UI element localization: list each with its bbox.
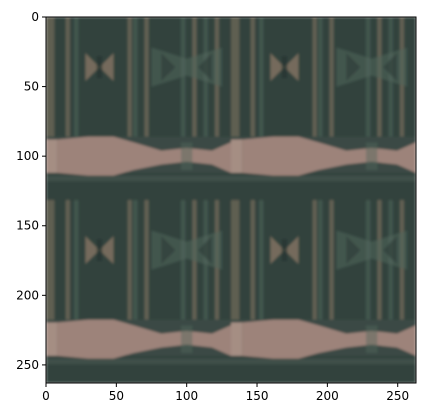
pattern-block xyxy=(231,139,243,173)
pattern-block xyxy=(318,200,323,320)
pattern-block xyxy=(65,200,70,320)
pattern-block xyxy=(259,200,264,320)
pattern-shape xyxy=(336,230,407,270)
x-tick-label: 50 xyxy=(109,389,124,403)
pattern-shape xyxy=(161,236,176,265)
pattern-block xyxy=(259,17,264,137)
pattern-shape xyxy=(242,136,416,176)
pattern-shape xyxy=(197,236,213,265)
pattern-shape xyxy=(336,47,407,87)
pattern-shape xyxy=(57,319,231,359)
pattern-block xyxy=(281,55,288,79)
pattern-shape xyxy=(382,53,398,82)
y-tick-label: 250 xyxy=(16,358,39,372)
pattern-shape xyxy=(197,53,213,82)
pattern-block xyxy=(329,200,334,320)
pattern-block xyxy=(74,17,79,137)
x-tick-label: 250 xyxy=(386,389,409,403)
pattern-block xyxy=(366,142,378,171)
pattern-block xyxy=(127,17,132,137)
pattern-block xyxy=(46,175,231,182)
y-tick-label: 50 xyxy=(24,80,39,94)
pattern-tile xyxy=(46,17,231,201)
pattern-shape xyxy=(161,53,176,82)
x-axis: 0 50 100 150 200 250 xyxy=(42,383,409,403)
x-tick-label: 0 xyxy=(42,389,50,403)
y-tick-label: 0 xyxy=(31,10,39,24)
x-tick-label: 200 xyxy=(316,389,339,403)
pattern-block xyxy=(366,17,371,137)
pattern-block xyxy=(96,55,103,79)
pattern-block xyxy=(312,200,317,320)
pattern-shape xyxy=(270,236,299,265)
pattern-block xyxy=(96,238,103,262)
pattern-tile xyxy=(231,200,416,383)
y-axis: 0 50 100 150 200 250 xyxy=(16,10,46,372)
pattern-block xyxy=(65,17,70,137)
pattern-shape xyxy=(151,230,222,270)
pattern-shape xyxy=(382,236,398,265)
pattern-block xyxy=(250,17,255,137)
pattern-shape xyxy=(57,136,231,176)
y-tick-label: 200 xyxy=(16,288,39,302)
pattern-shape xyxy=(346,53,361,82)
pattern-block xyxy=(46,139,58,173)
pattern-block xyxy=(46,358,231,365)
pattern-block xyxy=(144,200,149,320)
pattern-block xyxy=(46,322,58,356)
pattern-block xyxy=(312,17,317,137)
x-tick-label: 150 xyxy=(246,389,269,403)
pattern-block xyxy=(231,175,416,182)
pattern-shape xyxy=(85,236,114,265)
pattern-block xyxy=(318,17,323,137)
pattern-block xyxy=(329,17,334,137)
pattern-block xyxy=(46,17,55,137)
pattern-block xyxy=(250,200,255,320)
pattern-tile xyxy=(231,17,416,201)
pattern-block xyxy=(366,200,371,320)
pattern-block xyxy=(46,200,55,320)
pattern-block xyxy=(181,200,186,320)
plot-frame xyxy=(45,16,417,384)
pattern-shape xyxy=(151,47,222,87)
pattern-block xyxy=(144,17,149,137)
pattern-block xyxy=(231,200,240,320)
pattern-block xyxy=(181,142,193,171)
pattern-shape xyxy=(242,319,416,359)
pattern-block xyxy=(133,17,138,137)
pattern-block xyxy=(181,325,193,354)
pattern-block xyxy=(231,17,240,137)
pattern-block xyxy=(74,200,79,320)
pattern-block xyxy=(127,200,132,320)
pattern-block xyxy=(231,322,243,356)
x-tick-label: 100 xyxy=(175,389,198,403)
heatmap-image xyxy=(46,17,416,383)
y-tick-label: 100 xyxy=(16,149,39,163)
pattern-tile xyxy=(46,200,231,383)
pattern-block xyxy=(133,200,138,320)
pattern-block xyxy=(281,238,288,262)
y-tick-label: 150 xyxy=(16,219,39,233)
pattern-shape xyxy=(346,236,361,265)
pattern-block xyxy=(231,358,416,365)
pattern-block xyxy=(366,325,378,354)
pattern-block xyxy=(181,17,186,137)
